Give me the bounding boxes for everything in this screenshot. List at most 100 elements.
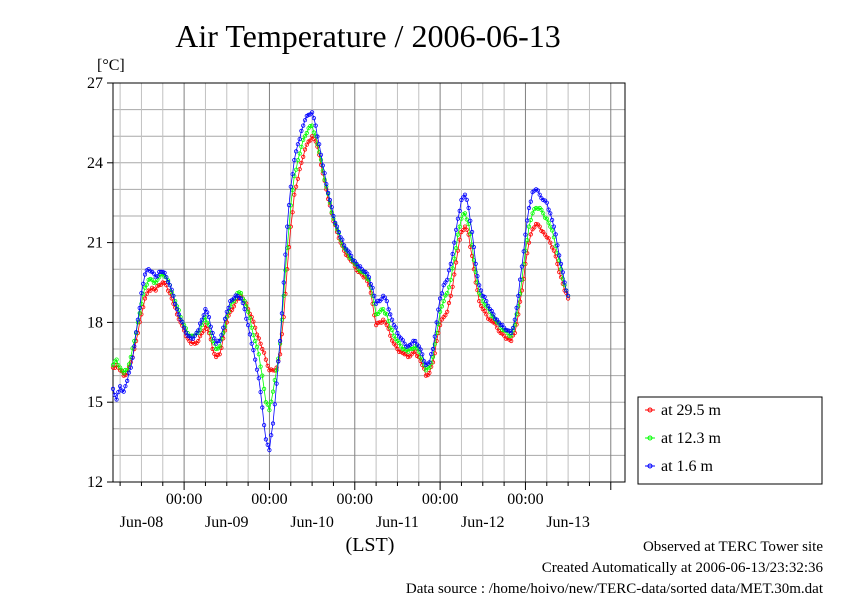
data-point xyxy=(469,253,475,258)
data-point xyxy=(215,338,220,343)
data-point xyxy=(471,245,476,250)
data-point xyxy=(173,301,178,307)
data-point xyxy=(507,333,512,339)
x-day-tick-label: Jun-11 xyxy=(376,514,419,531)
data-point xyxy=(110,365,116,370)
series-line xyxy=(112,111,569,451)
data-point xyxy=(418,347,423,352)
data-point xyxy=(318,152,324,157)
data-point xyxy=(153,288,158,293)
data-point xyxy=(512,322,517,328)
data-point xyxy=(475,273,480,279)
data-point xyxy=(397,340,402,345)
data-point xyxy=(373,312,379,317)
data-point xyxy=(452,272,457,277)
x-hour-tick-label: 00:00 xyxy=(337,491,373,508)
data-point xyxy=(329,205,334,210)
data-point xyxy=(166,279,171,285)
data-point xyxy=(501,333,507,338)
data-point xyxy=(238,296,244,301)
data-point xyxy=(125,378,130,383)
data-point xyxy=(427,365,432,370)
x-hour-tick-label: 00:00 xyxy=(507,491,543,508)
data-point xyxy=(198,321,203,326)
data-point xyxy=(439,291,444,296)
data-point xyxy=(247,332,252,337)
data-point xyxy=(484,312,489,317)
data-point xyxy=(260,405,265,410)
data-point xyxy=(118,384,123,389)
data-point xyxy=(523,232,528,237)
data-point xyxy=(450,266,455,271)
grid-lines xyxy=(113,83,625,482)
y-tick-label: 12 xyxy=(87,474,103,491)
data-point xyxy=(453,246,459,251)
data-point xyxy=(263,357,268,362)
data-point xyxy=(219,333,224,338)
data-point xyxy=(541,197,546,203)
data-point xyxy=(389,338,395,343)
data-point xyxy=(256,352,261,357)
data-point xyxy=(366,275,372,280)
data-point xyxy=(453,227,459,232)
x-day-tick-label: Jun-09 xyxy=(205,514,249,531)
data-point xyxy=(368,281,373,287)
data-point xyxy=(261,386,267,391)
data-point xyxy=(253,338,258,344)
data-point xyxy=(445,290,450,296)
data-point xyxy=(240,300,245,306)
data-point xyxy=(171,293,176,298)
data-point xyxy=(503,327,508,332)
data-point xyxy=(558,267,564,272)
data-point xyxy=(334,224,340,229)
data-point xyxy=(423,373,428,378)
data-point xyxy=(151,280,156,285)
data-point xyxy=(555,243,560,248)
data-point xyxy=(217,352,222,357)
data-point xyxy=(510,325,516,331)
data-point xyxy=(549,228,555,233)
data-point xyxy=(537,224,542,229)
data-point xyxy=(277,338,283,344)
data-point xyxy=(137,310,142,316)
data-point xyxy=(311,130,316,135)
series-line xyxy=(112,135,569,377)
data-point xyxy=(162,270,167,275)
data-point xyxy=(500,322,505,327)
data-point xyxy=(503,336,508,341)
data-point xyxy=(269,433,274,438)
data-point xyxy=(263,437,268,442)
data-point xyxy=(404,344,409,349)
data-point xyxy=(224,309,229,314)
data-point xyxy=(261,422,267,428)
data-point xyxy=(198,334,203,339)
data-point xyxy=(277,352,283,357)
x-day-tick-label: Jun-08 xyxy=(120,514,164,531)
x-axis-label: (LST) xyxy=(346,534,395,556)
data-point xyxy=(176,312,181,317)
data-point xyxy=(251,347,256,353)
data-point xyxy=(196,328,201,333)
data-point xyxy=(391,333,396,338)
data-point xyxy=(384,322,389,328)
data-point xyxy=(327,197,332,203)
data-point xyxy=(246,322,251,328)
data-point xyxy=(420,352,425,357)
data-point xyxy=(546,236,551,241)
series-3 xyxy=(110,110,571,453)
data-point xyxy=(441,298,446,304)
data-point xyxy=(256,336,261,341)
series-2 xyxy=(110,123,571,413)
x-hour-tick-label: 00:00 xyxy=(251,491,287,508)
data-point xyxy=(434,338,439,344)
data-point xyxy=(514,305,519,310)
data-point xyxy=(297,137,302,142)
data-point xyxy=(331,213,336,219)
data-point xyxy=(443,313,448,318)
data-point xyxy=(301,154,306,159)
data-point xyxy=(208,324,213,329)
data-point xyxy=(464,227,469,232)
data-point xyxy=(253,357,258,362)
data-point xyxy=(512,317,517,322)
data-point xyxy=(134,330,139,335)
